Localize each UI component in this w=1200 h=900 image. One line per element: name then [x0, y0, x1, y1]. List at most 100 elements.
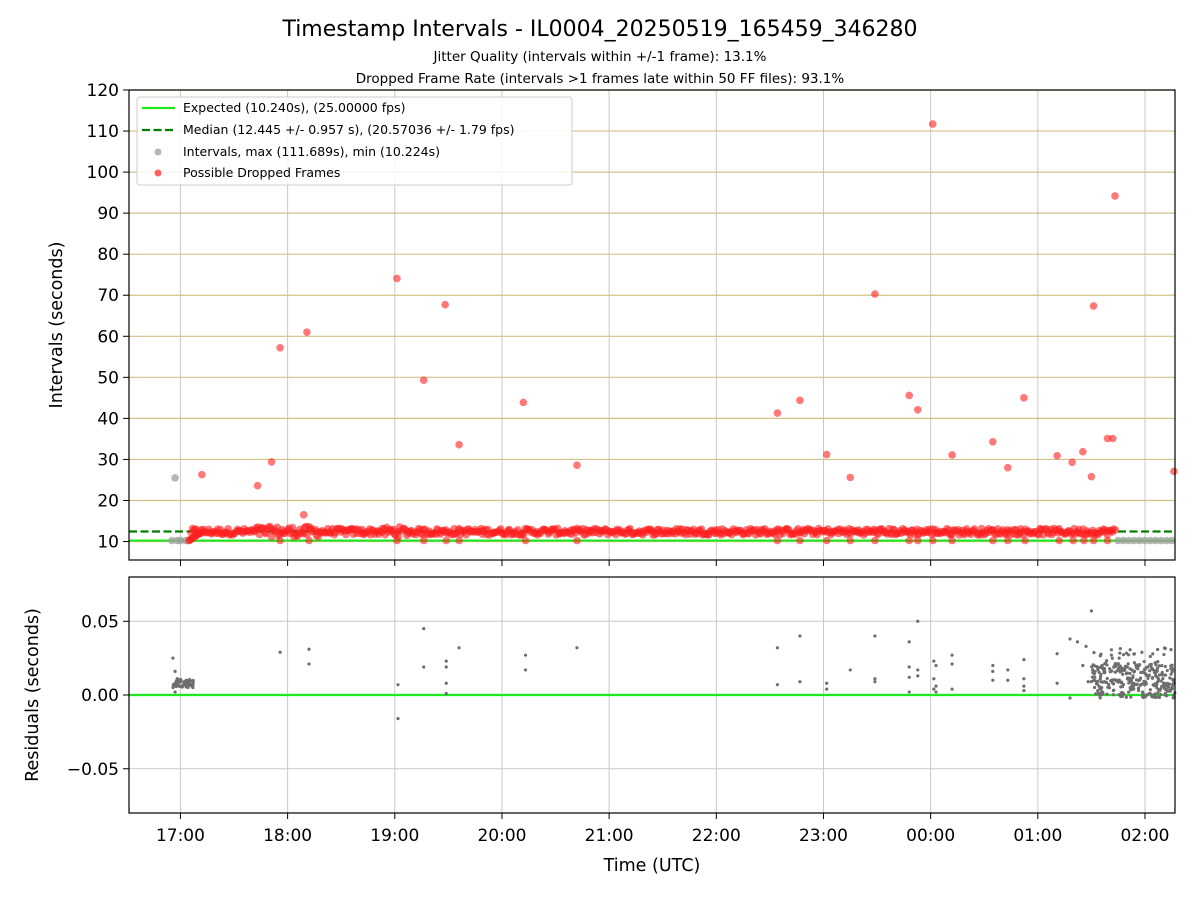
- residual-point: [991, 669, 995, 674]
- residual-point: [1109, 653, 1114, 657]
- residual-point: [1099, 665, 1103, 669]
- interval-point: [176, 536, 185, 545]
- residual-point: [1098, 696, 1102, 700]
- dropped-frame-point: [773, 409, 782, 417]
- dropped-frame-point: [796, 536, 804, 545]
- residual-point: [1159, 692, 1163, 697]
- intervals-y-tick-label: 80: [97, 245, 119, 265]
- residual-point: [1136, 688, 1141, 693]
- residual-point: [1089, 609, 1094, 613]
- dropped-frame-point: [442, 536, 451, 545]
- interval-point: [1146, 536, 1155, 545]
- dropped-frame-point: [276, 536, 284, 545]
- residual-point: [174, 684, 178, 689]
- residual-point: [1096, 689, 1100, 693]
- residual-point: [798, 634, 802, 638]
- residual-point: [1159, 679, 1163, 683]
- residual-point: [1163, 673, 1168, 677]
- residual-point: [1022, 658, 1026, 662]
- residual-point: [1068, 637, 1072, 641]
- residual-point: [1140, 650, 1144, 654]
- residual-point: [916, 674, 920, 678]
- residual-point: [1161, 677, 1165, 681]
- chart-title: Timestamp Intervals - IL0004_20250519_16…: [281, 17, 917, 42]
- residual-point: [1099, 680, 1103, 684]
- intervals-y-tick-label: 110: [87, 122, 119, 142]
- residual-point: [1102, 667, 1107, 671]
- interval-point: [1125, 536, 1133, 545]
- residual-point: [1151, 652, 1155, 656]
- residual-point: [1132, 652, 1136, 656]
- interval-point: [1162, 536, 1171, 545]
- residual-point: [1120, 669, 1124, 673]
- residual-point: [1068, 696, 1072, 700]
- residual-point: [1132, 669, 1137, 673]
- residual-point: [1105, 692, 1109, 696]
- interval-point: [1130, 536, 1139, 545]
- residual-point: [1148, 688, 1152, 692]
- residual-point: [1154, 661, 1158, 665]
- residual-point: [1138, 683, 1143, 687]
- dropped-frame-point: [1053, 451, 1061, 460]
- residual-point: [1152, 684, 1156, 688]
- time-x-tick-label: 20:00: [477, 826, 526, 846]
- residual-point: [934, 684, 938, 688]
- dropped-frame-point: [393, 536, 401, 545]
- intervals-panel: 10 20 30 40 50 60 70 80 90 100 110 120 Intervals (s…: [47, 81, 1178, 566]
- dropped-frame-point: [913, 405, 922, 414]
- residual-point: [1110, 656, 1114, 660]
- residual-point: [396, 717, 400, 721]
- intervals-y-tick-label: 90: [97, 204, 119, 224]
- residual-point: [278, 650, 282, 654]
- residual-point: [1156, 691, 1160, 695]
- residual-point: [991, 663, 995, 668]
- residual-point: [1124, 672, 1128, 676]
- dropped-frame-point: [1087, 472, 1096, 481]
- residual-point: [175, 682, 179, 686]
- residual-point: [444, 665, 448, 669]
- dropped-frame-point: [948, 451, 956, 459]
- dropped-frame-point: [197, 528, 205, 537]
- dropped-frame-point: [871, 536, 879, 545]
- residual-point: [422, 665, 426, 669]
- residual-point: [1126, 653, 1131, 657]
- interval-point: [1114, 536, 1122, 545]
- residual-point: [1155, 682, 1159, 687]
- residual-point: [1165, 684, 1169, 688]
- intervals-plot-frame: [128, 89, 1176, 561]
- residual-point: [1156, 688, 1160, 692]
- residual-point: [1100, 693, 1104, 697]
- interval-point: [1151, 536, 1160, 545]
- residual-point: [1140, 670, 1145, 674]
- residual-point: [1127, 681, 1131, 685]
- residual-point: [1147, 669, 1152, 673]
- residual-point: [1122, 668, 1126, 672]
- residual-point: [1096, 691, 1101, 695]
- residual-point: [1092, 664, 1097, 668]
- dropped-frame-point: [822, 536, 831, 545]
- residual-point: [1143, 680, 1148, 684]
- residual-point: [1107, 682, 1111, 687]
- residual-point: [1148, 654, 1152, 659]
- dropped-frame-point: [267, 458, 276, 466]
- residual-point: [1094, 692, 1098, 696]
- dropped-frame-point: [1109, 434, 1117, 443]
- residual-point: [1157, 673, 1161, 677]
- residual-point: [1127, 690, 1131, 694]
- dropped-frame-point: [1089, 302, 1098, 310]
- residual-point: [444, 681, 448, 685]
- residual-point: [932, 659, 936, 663]
- dropped-frame-point: [871, 290, 879, 298]
- residuals-y-tick-label: −0.05: [67, 760, 119, 780]
- dropped-frame-point: [822, 450, 831, 459]
- dropped-frame-point: [303, 328, 311, 336]
- residual-point: [1145, 665, 1150, 669]
- residual-point: [907, 675, 911, 679]
- intervals-axis-ticks: 10 20 30 40 50 60 70 80 90 100 110 120: [87, 81, 1146, 566]
- dropped-frame-point: [455, 440, 463, 449]
- interval-point: [171, 474, 179, 482]
- residuals-y-axis-label: Residuals (seconds): [23, 608, 43, 782]
- residual-point: [1171, 682, 1175, 686]
- dropped-frame-point: [948, 536, 956, 545]
- residual-point: [1124, 695, 1128, 699]
